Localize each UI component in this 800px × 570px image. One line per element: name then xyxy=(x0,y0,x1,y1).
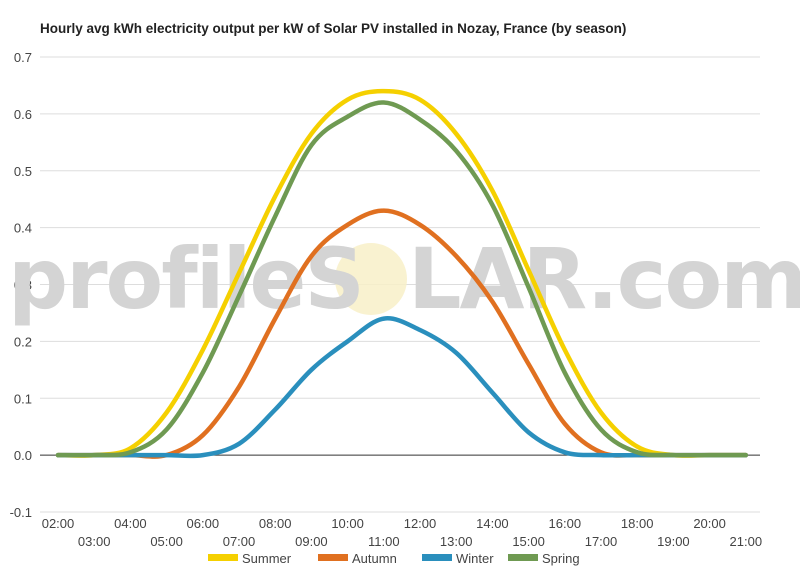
y-tick-label: 0.3 xyxy=(14,278,32,293)
watermark-text-left: profileS xyxy=(8,230,363,328)
chart-title: Hourly avg kWh electricity output per kW… xyxy=(40,21,626,36)
y-tick-label: 0.5 xyxy=(14,164,32,179)
x-tick-label: 12:00 xyxy=(404,516,437,531)
legend-swatch xyxy=(508,554,538,561)
x-tick-label: 02:00 xyxy=(42,516,75,531)
x-tick-label: 11:00 xyxy=(368,534,400,549)
watermark-text-right: LAR.com xyxy=(408,230,800,328)
y-tick-label: 0.1 xyxy=(14,391,32,406)
y-tick-label: 0.6 xyxy=(14,107,32,122)
series-line-summer xyxy=(55,88,749,458)
legend-item-autumn[interactable]: Autumn xyxy=(318,551,397,566)
watermark-sun-icon xyxy=(335,243,407,315)
series-line-spring xyxy=(55,100,749,458)
x-tick-label: 21:00 xyxy=(730,534,763,549)
y-axis-ticks: -0.1 0.0 0.1 0.2 0.3 0.4 0.5 0.6 0.7 xyxy=(10,50,32,520)
x-tick-label: 17:00 xyxy=(585,534,618,549)
x-tick-label: 05:00 xyxy=(150,534,183,549)
y-tick-label: 0.4 xyxy=(14,221,32,236)
series-lines xyxy=(55,88,749,459)
x-tick-label: 18:00 xyxy=(621,516,654,531)
x-tick-label: 15:00 xyxy=(512,534,545,549)
legend-swatch xyxy=(422,554,452,561)
x-tick-label: 16:00 xyxy=(549,516,582,531)
y-tick-label: 0.0 xyxy=(14,448,32,463)
y-tick-label: -0.1 xyxy=(10,505,32,520)
x-tick-label: 14:00 xyxy=(476,516,509,531)
x-tick-label: 03:00 xyxy=(78,534,111,549)
legend-item-summer[interactable]: Summer xyxy=(208,551,292,566)
y-tick-label: 0.7 xyxy=(14,50,32,65)
legend-label: Spring xyxy=(542,551,580,566)
y-tick-label: 0.2 xyxy=(14,334,32,349)
legend-label: Winter xyxy=(456,551,494,566)
x-tick-label: 13:00 xyxy=(440,534,473,549)
legend-item-winter[interactable]: Winter xyxy=(422,551,494,566)
x-tick-label: 08:00 xyxy=(259,516,292,531)
legend-item-spring[interactable]: Spring xyxy=(508,551,580,566)
legend-swatch xyxy=(318,554,348,561)
x-tick-label: 19:00 xyxy=(657,534,690,549)
x-tick-label: 20:00 xyxy=(693,516,726,531)
x-tick-label: 07:00 xyxy=(223,534,256,549)
x-tick-label: 04:00 xyxy=(114,516,147,531)
watermark: profileS LAR.com xyxy=(8,230,800,328)
x-tick-label: 10:00 xyxy=(331,516,364,531)
series-line-winter xyxy=(55,316,749,459)
legend-swatch xyxy=(208,554,238,561)
x-tick-label: 06:00 xyxy=(187,516,220,531)
legend-label: Autumn xyxy=(352,551,397,566)
x-tick-label: 09:00 xyxy=(295,534,328,549)
legend[interactable]: Summer Autumn Winter Spring xyxy=(208,551,580,566)
legend-label: Summer xyxy=(242,551,292,566)
